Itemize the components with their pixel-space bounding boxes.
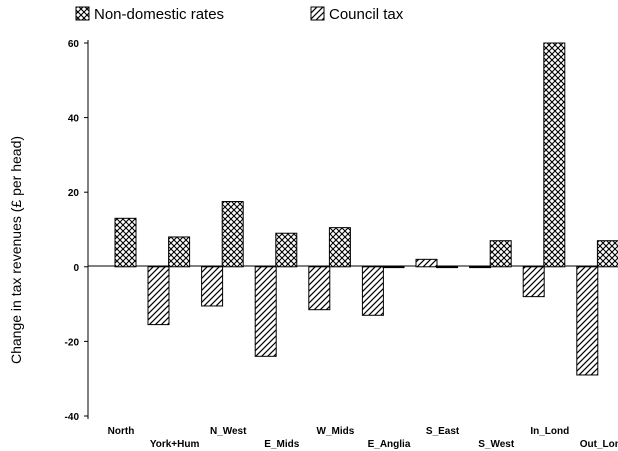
non-domestic-rates-bar — [221, 201, 244, 268]
y-tick-label: -20 — [65, 337, 80, 348]
y-tick-label: -40 — [65, 412, 80, 423]
council-tax-bar — [469, 266, 492, 269]
council-tax-bar — [522, 266, 545, 298]
y-tick-label: 60 — [68, 39, 80, 50]
y-tick-label: 0 — [73, 263, 79, 274]
non-domestic-rates-bar — [436, 266, 459, 269]
council-tax-bar — [361, 266, 384, 316]
legend-swatch-council-tax — [310, 6, 325, 21]
x-category-label: S_East — [426, 426, 460, 437]
legend: Non-domestic rates Council tax — [75, 6, 404, 23]
y-tick-label: 20 — [68, 188, 80, 199]
non-domestic-rates-bar — [382, 266, 405, 269]
council-tax-bar — [147, 266, 170, 326]
non-domestic-rates-bar — [275, 232, 298, 268]
x-category-label: S_West — [478, 439, 515, 450]
x-category-label: York+Hum — [150, 439, 200, 450]
x-labels: North York+Hum N_West E_Mids W_Mids E_Anglia S… — [108, 426, 618, 450]
bars — [114, 42, 618, 376]
y-tick-label: 40 — [68, 114, 80, 125]
non-domestic-rates-bar — [168, 236, 191, 268]
x-category-label: In_Lond — [530, 426, 569, 437]
y-axis-title: Change in tax revenues (£ per head) — [8, 136, 24, 364]
legend-swatch-non-domestic-rates — [75, 6, 90, 21]
non-domestic-rates-bar — [328, 227, 351, 268]
council-tax-bar — [308, 266, 331, 311]
council-tax-bar — [576, 266, 599, 376]
non-domestic-rates-bar — [596, 240, 618, 268]
x-category-label: N_West — [210, 426, 247, 437]
x-category-label: E_Mids — [264, 439, 299, 450]
non-domestic-rates-bar — [114, 217, 137, 268]
legend-label-non-domestic-rates: Non-domestic rates — [94, 6, 224, 23]
x-category-label: Out_Lond — [580, 439, 618, 450]
council-tax-bar — [254, 266, 277, 357]
y-ticks: -40 -20 0 20 40 60 — [65, 39, 88, 423]
council-tax-bar — [415, 258, 438, 268]
council-tax-bar — [201, 266, 224, 307]
non-domestic-rates-bar — [489, 240, 512, 268]
x-category-label: W_Mids — [317, 426, 355, 437]
legend-label-council-tax: Council tax — [329, 6, 404, 23]
non-domestic-rates-bar — [543, 42, 566, 268]
x-category-label: North — [108, 426, 135, 437]
x-category-label: E_Anglia — [368, 439, 411, 450]
